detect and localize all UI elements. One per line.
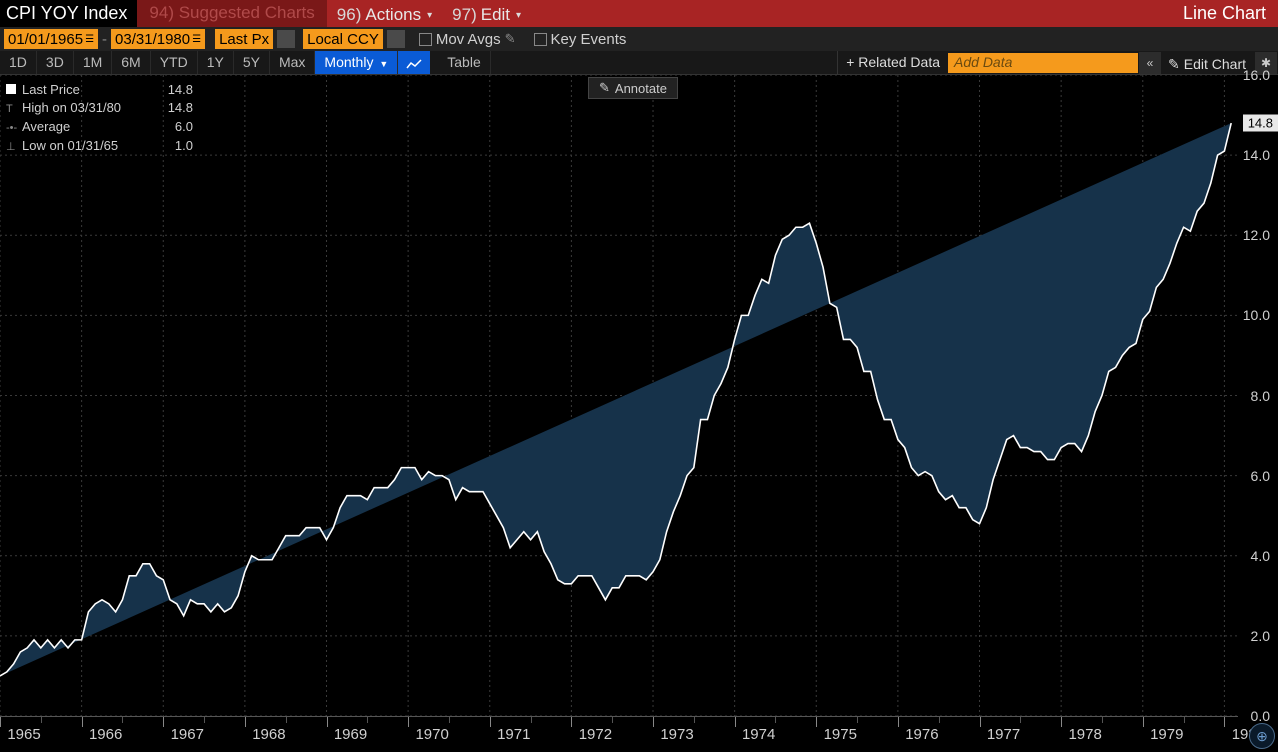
x-tick-label: 1966 — [89, 726, 122, 743]
chevron-down-icon: ▾ — [427, 10, 432, 21]
date-separator: - — [102, 31, 107, 48]
avg-label: Average — [22, 118, 152, 137]
y-tick-label: 8.0 — [1251, 388, 1270, 404]
x-tick-label: 1969 — [334, 726, 367, 743]
calendar-icon: ☰ — [85, 34, 94, 45]
x-axis: 1965 1966 1967 1968 1969 1970 1971 1972 1973 1974… — [0, 716, 1238, 752]
x-tick-label: 1978 — [1068, 726, 1101, 743]
x-tick-label: 1965 — [7, 726, 40, 743]
date-to-input[interactable]: 03/31/1980☰ — [111, 29, 205, 49]
x-tick-label: 1979 — [1150, 726, 1183, 743]
edit-number: 97) — [452, 5, 477, 25]
range-1d[interactable]: 1D — [0, 51, 37, 74]
edit-label: Edit — [481, 5, 510, 25]
x-tick-label: 1972 — [579, 726, 612, 743]
periodicity-select[interactable]: Monthly ▼ — [315, 51, 398, 74]
date-from-input[interactable]: 01/01/1965☰ — [4, 29, 98, 49]
y-tick-label: 12.0 — [1243, 227, 1270, 243]
edit-chart-button[interactable]: ✎ Edit Chart — [1162, 51, 1254, 74]
range-3d[interactable]: 3D — [37, 51, 74, 74]
mov-avgs-checkbox[interactable] — [419, 33, 432, 46]
high-marker-icon: T — [6, 100, 16, 118]
y-tick-label: 4.0 — [1251, 548, 1270, 564]
chart-area[interactable]: Last Price 14.8 T High on 03/31/80 14.8 … — [0, 75, 1278, 752]
actions-number: 96) — [337, 5, 362, 25]
x-tick-label: 1970 — [415, 726, 448, 743]
zoom-icon[interactable]: ⊕ — [1249, 723, 1275, 749]
range-1y[interactable]: 1Y — [198, 51, 234, 74]
range-bar: 1D3D1M6MYTD1Y5YMax Monthly ▼ Table + Rel… — [0, 51, 1278, 75]
y-tick-label: 2.0 — [1251, 628, 1270, 644]
menu-actions[interactable]: 96) Actions ▾ — [327, 0, 442, 27]
pencil-icon: ✎ — [599, 80, 610, 96]
y-tick-label: 6.0 — [1251, 468, 1270, 484]
chart-type-label[interactable]: Line Chart — [1171, 0, 1278, 27]
low-label: Low on 01/31/65 — [22, 137, 152, 156]
last-price-value: 14.8 — [158, 81, 193, 99]
x-tick-label: 1971 — [497, 726, 530, 743]
add-data-input[interactable]: Add Data — [948, 53, 1138, 73]
collapse-left-icon[interactable]: « — [1139, 52, 1161, 74]
high-label: High on 03/31/80 — [22, 99, 152, 118]
menu-edit[interactable]: 97) Edit ▾ — [442, 0, 531, 27]
key-events-checkbox[interactable] — [534, 33, 547, 46]
avg-value: 6.0 — [158, 118, 193, 137]
pencil-icon: ✎ — [1168, 56, 1180, 73]
x-tick-label: 1977 — [987, 726, 1020, 743]
title-bar: CPI YOY Index 94) Suggested Charts 96) A… — [0, 0, 1278, 27]
range-max[interactable]: Max — [270, 51, 315, 74]
ccy-dropdown-icon[interactable] — [387, 30, 405, 48]
mov-avgs-label: Mov Avgs — [436, 31, 501, 48]
y-tick-label: 14.0 — [1243, 147, 1270, 163]
security-title: CPI YOY Index — [0, 0, 137, 27]
low-marker-icon: ⊥ — [6, 138, 16, 156]
pencil-icon[interactable]: ✎ — [505, 31, 516, 47]
calendar-icon: ☰ — [192, 34, 201, 45]
chart-legend: Last Price 14.8 T High on 03/31/80 14.8 … — [6, 81, 193, 156]
range-1m[interactable]: 1M — [74, 51, 112, 74]
range-6m[interactable]: 6M — [112, 51, 150, 74]
topbar-spacer — [531, 0, 1171, 27]
x-tick-label: 1976 — [905, 726, 938, 743]
x-tick-label: 1974 — [742, 726, 775, 743]
ccy-select[interactable]: Local CCY — [303, 29, 383, 49]
actions-label: Actions — [365, 5, 421, 25]
last-price-flag: 14.8 — [1243, 115, 1278, 132]
annotate-button[interactable]: ✎ Annotate — [588, 77, 678, 99]
high-value: 14.8 — [158, 99, 193, 118]
y-tick-label: 16.0 — [1243, 67, 1270, 83]
chart-style-button[interactable] — [398, 51, 430, 74]
param-bar: 01/01/1965☰ - 03/31/1980☰ Last Px Local … — [0, 27, 1278, 51]
y-tick-label: 10.0 — [1243, 307, 1270, 323]
x-tick-label: 1973 — [660, 726, 693, 743]
suggested-charts-menu[interactable]: 94) Suggested Charts — [137, 0, 326, 27]
line-chart[interactable] — [0, 75, 1278, 716]
x-tick-label: 1967 — [171, 726, 204, 743]
legend-swatch — [6, 84, 16, 94]
chevron-down-icon: ▾ — [516, 10, 521, 21]
related-data-button[interactable]: + Related Data — [837, 51, 948, 74]
table-button[interactable]: Table — [438, 51, 490, 74]
avg-marker-icon: -•- — [6, 119, 16, 137]
field-select[interactable]: Last Px — [215, 29, 273, 49]
field-dropdown-icon[interactable] — [277, 30, 295, 48]
chevron-down-icon: ▼ — [379, 59, 388, 69]
x-tick-label: 1975 — [824, 726, 857, 743]
range-ytd[interactable]: YTD — [151, 51, 198, 74]
last-price-label: Last Price — [22, 81, 152, 99]
y-tick-label: 0.0 — [1251, 708, 1270, 724]
x-tick-label: 1968 — [252, 726, 285, 743]
low-value: 1.0 — [158, 137, 193, 156]
range-5y[interactable]: 5Y — [234, 51, 270, 74]
key-events-label: Key Events — [551, 31, 627, 48]
